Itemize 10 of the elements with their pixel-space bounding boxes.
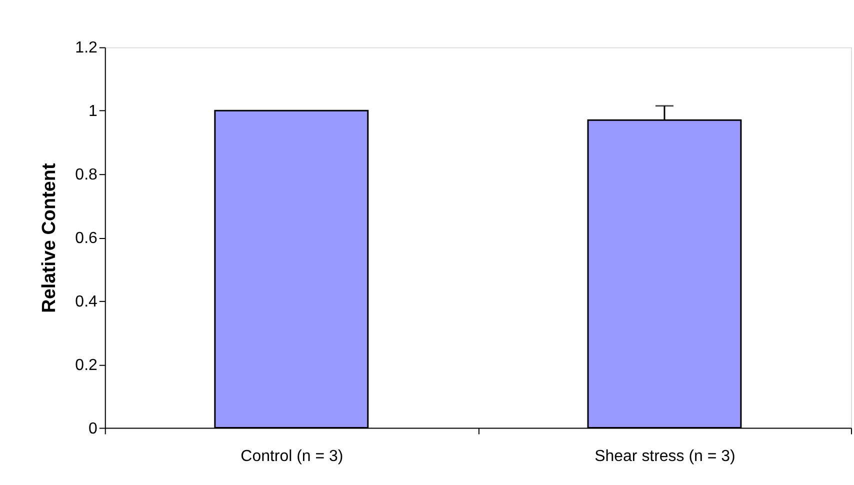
y-tick-label: 0.6 (75, 230, 98, 247)
y-axis-title: Relative Content (39, 162, 60, 313)
y-tick-label: 0 (88, 420, 98, 438)
x-tick-label: Shear stress (n = 3) (594, 448, 736, 466)
y-tick-label: 0.2 (75, 356, 98, 374)
y-tick-label: 0.8 (75, 166, 98, 184)
y-tick-label: 1 (88, 103, 98, 120)
y-tick-label: 0.4 (75, 293, 98, 310)
y-tick-label: 1.2 (75, 40, 98, 57)
x-tick-label: Control (n = 3) (240, 448, 344, 466)
